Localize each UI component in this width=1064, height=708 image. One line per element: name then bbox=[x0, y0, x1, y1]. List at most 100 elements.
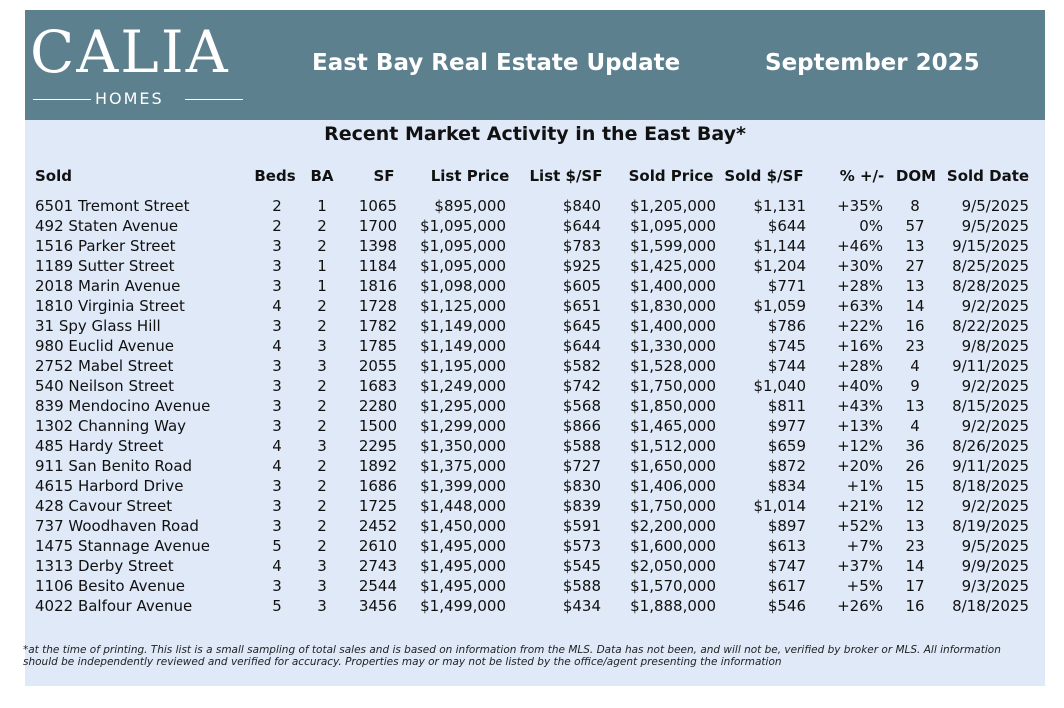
table-cell: +52% bbox=[837, 517, 883, 535]
table-cell: 2280 bbox=[358, 397, 397, 415]
table-cell: 9/2/2025 bbox=[961, 377, 1029, 395]
table-cell: $1,528,000 bbox=[630, 357, 716, 375]
table-cell: 1 bbox=[317, 277, 327, 295]
table-cell: $1,425,000 bbox=[630, 257, 716, 275]
table-cell: $834 bbox=[767, 477, 806, 495]
table-cell: 3 bbox=[317, 357, 327, 375]
table-cell: 839 Mendocino Avenue bbox=[35, 397, 211, 415]
table-cell: $659 bbox=[767, 437, 806, 455]
table-cell: $1,399,000 bbox=[420, 477, 506, 495]
table-cell: 9/2/2025 bbox=[961, 497, 1029, 515]
table-cell: $1,375,000 bbox=[420, 457, 506, 475]
table-cell: 9 bbox=[910, 377, 920, 395]
table-cell: 1816 bbox=[358, 277, 397, 295]
table-cell: $545 bbox=[562, 557, 601, 575]
table-cell: $897 bbox=[767, 517, 806, 535]
table-cell: $1,400,000 bbox=[630, 277, 716, 295]
table-cell: $2,200,000 bbox=[630, 517, 716, 535]
table-cell: 737 Woodhaven Road bbox=[35, 517, 199, 535]
table-cell: 1398 bbox=[358, 237, 397, 255]
table-cell: 1516 Parker Street bbox=[35, 237, 176, 255]
table-cell: $588 bbox=[562, 437, 601, 455]
table-cell: 1810 Virginia Street bbox=[35, 297, 185, 315]
table-cell: 3 bbox=[317, 577, 327, 595]
table-cell: 2 bbox=[317, 377, 327, 395]
table-cell: 9/8/2025 bbox=[961, 337, 1029, 355]
footnote: *at the time of printing. This list is a… bbox=[23, 644, 1001, 656]
table-cell: +1% bbox=[846, 477, 883, 495]
table-cell: 8/18/2025 bbox=[952, 597, 1029, 615]
footnote: should be independently reviewed and ver… bbox=[23, 656, 782, 668]
table-cell: 1 bbox=[317, 197, 327, 215]
table-cell: 4 bbox=[272, 457, 282, 475]
table-cell: 9/5/2025 bbox=[961, 197, 1029, 215]
table-cell: +35% bbox=[837, 197, 883, 215]
table-cell: 1313 Derby Street bbox=[35, 557, 174, 575]
table-cell: $546 bbox=[767, 597, 806, 615]
table-cell: +22% bbox=[837, 317, 883, 335]
table-cell: $605 bbox=[562, 277, 601, 295]
table-cell: +28% bbox=[837, 357, 883, 375]
table-cell: 1683 bbox=[358, 377, 397, 395]
table-cell: $1,125,000 bbox=[420, 297, 506, 315]
table-cell: 0% bbox=[859, 217, 883, 235]
table-cell: 3 bbox=[272, 317, 282, 335]
table-cell: +26% bbox=[837, 597, 883, 615]
table-cell: $1,495,000 bbox=[420, 537, 506, 555]
table-cell: $1,448,000 bbox=[420, 497, 506, 515]
table-cell: 1 bbox=[317, 257, 327, 275]
table-cell: $1,350,000 bbox=[420, 437, 506, 455]
column-header: Sold Date bbox=[946, 167, 1030, 185]
table-cell: $1,450,000 bbox=[420, 517, 506, 535]
table-cell: $1,850,000 bbox=[630, 397, 716, 415]
table-cell: $977 bbox=[767, 417, 806, 435]
header-title: East Bay Real Estate Update bbox=[312, 50, 681, 76]
table-cell: +43% bbox=[837, 397, 883, 415]
table-cell: 13 bbox=[905, 277, 925, 295]
table-cell: +63% bbox=[837, 297, 883, 315]
table-cell: 13 bbox=[905, 237, 925, 255]
table-cell: 540 Neilson Street bbox=[35, 377, 175, 395]
table-cell: $1,144 bbox=[753, 237, 807, 255]
column-header: List Price bbox=[430, 167, 510, 185]
table-cell: $830 bbox=[562, 477, 601, 495]
table-cell: $786 bbox=[767, 317, 806, 335]
table-cell: 4022 Balfour Avenue bbox=[35, 597, 193, 615]
table-cell: $588 bbox=[562, 577, 601, 595]
table-cell: $744 bbox=[767, 357, 806, 375]
table-cell: 1892 bbox=[358, 457, 397, 475]
table-cell: $644 bbox=[767, 217, 806, 235]
table-cell: 1785 bbox=[358, 337, 397, 355]
column-header: Sold Price bbox=[628, 167, 714, 185]
table-cell: 2610 bbox=[358, 537, 397, 555]
header-band bbox=[25, 10, 1045, 120]
table-cell: +46% bbox=[837, 237, 883, 255]
table-cell: 13 bbox=[905, 517, 925, 535]
column-header: Sold bbox=[35, 167, 72, 185]
table-cell: 3 bbox=[272, 497, 282, 515]
table-cell: $1,750,000 bbox=[630, 497, 716, 515]
table-cell: 428 Cavour Street bbox=[35, 497, 173, 515]
table-cell: 8/28/2025 bbox=[952, 277, 1029, 295]
table-cell: 3 bbox=[272, 397, 282, 415]
table-cell: 2055 bbox=[358, 357, 397, 375]
table-cell: $1,400,000 bbox=[630, 317, 716, 335]
table-cell: 14 bbox=[905, 557, 925, 575]
table-cell: 3 bbox=[272, 237, 282, 255]
table-cell: $573 bbox=[562, 537, 601, 555]
table-cell: 2 bbox=[317, 537, 327, 555]
table-cell: $434 bbox=[562, 597, 601, 615]
table-cell: 2295 bbox=[358, 437, 397, 455]
table-cell: 3 bbox=[272, 377, 282, 395]
table-cell: +20% bbox=[837, 457, 883, 475]
table-cell: 16 bbox=[905, 317, 925, 335]
table-cell: 9/15/2025 bbox=[952, 237, 1029, 255]
table-cell: $1,406,000 bbox=[630, 477, 716, 495]
table-cell: 1184 bbox=[358, 257, 397, 275]
table-cell: 9/3/2025 bbox=[961, 577, 1029, 595]
table-cell: +21% bbox=[837, 497, 883, 515]
table-cell: 3 bbox=[317, 437, 327, 455]
table-cell: 3 bbox=[317, 597, 327, 615]
table-cell: $1,095,000 bbox=[420, 217, 506, 235]
